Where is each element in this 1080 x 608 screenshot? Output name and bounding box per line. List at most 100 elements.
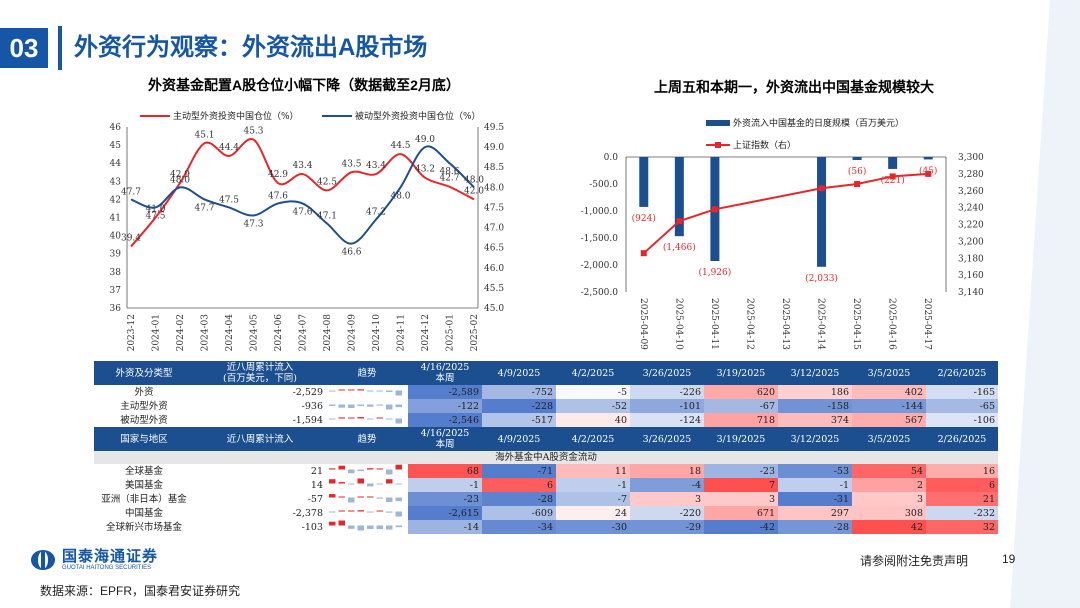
trend-sparkline — [329, 510, 402, 517]
right-y-tick-label: 3,240 — [958, 204, 984, 214]
weekly-flow-cell: 671 — [704, 506, 778, 520]
cumulative-flow: -103 — [301, 521, 323, 533]
left-y-tick-label: 0.0 — [604, 153, 619, 163]
passive-position-line — [130, 145, 475, 245]
weekly-flow-cell: -158 — [778, 399, 852, 413]
table-row: 全球基金 21 68 -71 11 18 -23 -53 54 16 — [94, 464, 998, 478]
right-y-tick-label: 46.5 — [484, 244, 504, 254]
weekly-flow-cell: 16 — [926, 464, 998, 478]
left-y-tick-label: 36 — [110, 304, 122, 314]
left-y-tick-label: 41 — [110, 214, 121, 224]
left-y-tick-label: -2,000.0 — [581, 261, 619, 271]
weekly-flow-cell: -28 — [778, 520, 852, 534]
x-tick-label: 2025-01 — [446, 314, 456, 351]
weekly-flow-cell: 42 — [852, 520, 926, 534]
column-header: 4/9/2025 — [482, 361, 556, 385]
weekly-flow-cell: -144 — [852, 399, 926, 413]
x-tick-label: 2024-05 — [250, 314, 260, 352]
weekly-flow-cell: -2,589 — [408, 385, 482, 399]
fund-type-flow-table: 外资及分类型 近八周累计流入 (百万美元，下同) 趋势 4/16/2025 本周 4/9/2… — [94, 361, 998, 427]
table-row: 外资 -2,529 -2,589 -752 -5 -226 620 186 402 -165 — [94, 385, 998, 399]
data-label: 47.2 — [366, 208, 386, 218]
weekly-flow-cell: 21 — [926, 492, 998, 506]
bar-value-label: (1,926) — [698, 267, 731, 278]
data-label: 47.7 — [194, 203, 214, 213]
x-tick-label: 2024-04 — [225, 314, 235, 352]
fund-flow-tables: 外资及分类型 近八周累计流入 (百万美元，下同) 趋势 4/16/2025 本周 4/9/2… — [94, 361, 998, 534]
trend-sparkline — [329, 494, 402, 503]
weekly-flow-cell: 24 — [556, 506, 630, 520]
right-y-tick-label: 3,200 — [958, 237, 984, 247]
region-flow-table: 国家与地区 近八周累计流入 趋势 4/16/2025 本周 4/9/2025 4/2/202… — [94, 427, 998, 534]
weekly-flow-cell: -1 — [778, 478, 852, 492]
weekly-flow-cell: 374 — [778, 413, 852, 427]
data-label: 44.4 — [219, 143, 239, 153]
x-tick-label: 2024-01 — [152, 314, 162, 351]
x-tick-label: 2025-04-13 — [780, 298, 790, 350]
bar-value-label: (2,033) — [805, 273, 838, 284]
weekly-flow-cell: 40 — [556, 413, 630, 427]
column-header: 4/16/2025 本周 — [408, 361, 482, 385]
row-label: 美国基金 — [124, 479, 163, 491]
weekly-flow-cell: 718 — [704, 413, 778, 427]
trend-cell — [326, 492, 408, 506]
data-label: 47.7 — [121, 187, 141, 197]
data-label: 42.9 — [268, 170, 288, 180]
data-label: 47.5 — [219, 195, 239, 205]
right-y-tick-label: 45.5 — [484, 284, 504, 294]
cumulative-flow: 21 — [310, 465, 323, 477]
flow-bar — [674, 157, 684, 237]
data-label: 48.6 — [439, 167, 459, 177]
x-tick-label: 2024-03 — [201, 314, 211, 352]
weekly-flow-cell: -23 — [704, 464, 778, 478]
weekly-flow-cell: -29 — [630, 520, 704, 534]
weekly-flow-cell: 3 — [852, 492, 926, 506]
left-y-tick-label: 45 — [110, 141, 122, 151]
bar-value-label: (1,466) — [663, 242, 696, 253]
weekly-flow-cell: 68 — [408, 464, 482, 478]
data-label: 48.0 — [464, 175, 484, 185]
legend-label: 被动型外资投资中国仓位（%） — [355, 110, 481, 122]
flow-bar — [923, 157, 933, 160]
legend-swatch — [706, 120, 730, 126]
table-row: 亚洲（非日本）基金 -57 -23 -28 -7 3 3 -31 3 21 — [94, 492, 998, 506]
weekly-flow-cell: 2 — [852, 478, 926, 492]
left-line-chart: 464544434241403938373649.549.048.548.047… — [110, 110, 505, 352]
weekly-flow-cell: -2,546 — [408, 413, 482, 427]
data-label: 42.9 — [170, 170, 190, 180]
row-label: 外资 — [134, 386, 154, 398]
bar-value-label: (221) — [881, 175, 905, 186]
x-tick-label: 2024-02 — [176, 314, 186, 351]
column-header: 3/19/2025 — [704, 427, 778, 451]
column-header: 4/2/2025 — [556, 361, 630, 385]
table-row: 美国基金 14 -1 6 -1 -4 7 -1 2 6 — [94, 478, 998, 492]
trend-sparkline — [329, 520, 402, 531]
table-subheader-row: 海外基金中A股资金流动 — [94, 451, 998, 464]
column-header: 3/19/2025 — [704, 361, 778, 385]
data-label: 43.4 — [292, 161, 312, 171]
weekly-flow-cell: -122 — [408, 399, 482, 413]
weekly-flow-cell: 54 — [852, 464, 926, 478]
trend-cell — [326, 478, 408, 492]
column-header: 3/12/2025 — [778, 427, 852, 451]
left-y-tick-label: 44 — [110, 159, 122, 169]
page-title: 外资行为观察：外资流出A股市场 — [74, 34, 428, 61]
weekly-flow-cell: 620 — [704, 385, 778, 399]
data-label: 46.6 — [341, 248, 361, 258]
left-y-tick-label: 42 — [110, 195, 121, 205]
data-label: 48.0 — [170, 175, 190, 185]
weekly-flow-cell: -1 — [408, 478, 482, 492]
weekly-flow-cell: -65 — [926, 399, 998, 413]
cumulative-flow: -936 — [301, 400, 323, 412]
x-tick-label: 2025-04-11 — [709, 298, 719, 350]
weekly-flow-cell: -226 — [630, 385, 704, 399]
x-tick-label: 2024-06 — [274, 314, 284, 352]
region-header-row: 国家与地区 近八周累计流入 趋势 4/16/2025 本周 4/9/2025 4/2/202… — [94, 427, 998, 451]
weekly-flow-cell: 186 — [778, 385, 852, 399]
column-header: 趋势 — [326, 427, 408, 451]
trend-sparkline — [329, 404, 402, 410]
flow-bar — [852, 157, 862, 161]
trend-sparkline — [329, 389, 402, 396]
data-label: 47.1 — [317, 212, 337, 222]
weekly-flow-cell: 7 — [704, 478, 778, 492]
